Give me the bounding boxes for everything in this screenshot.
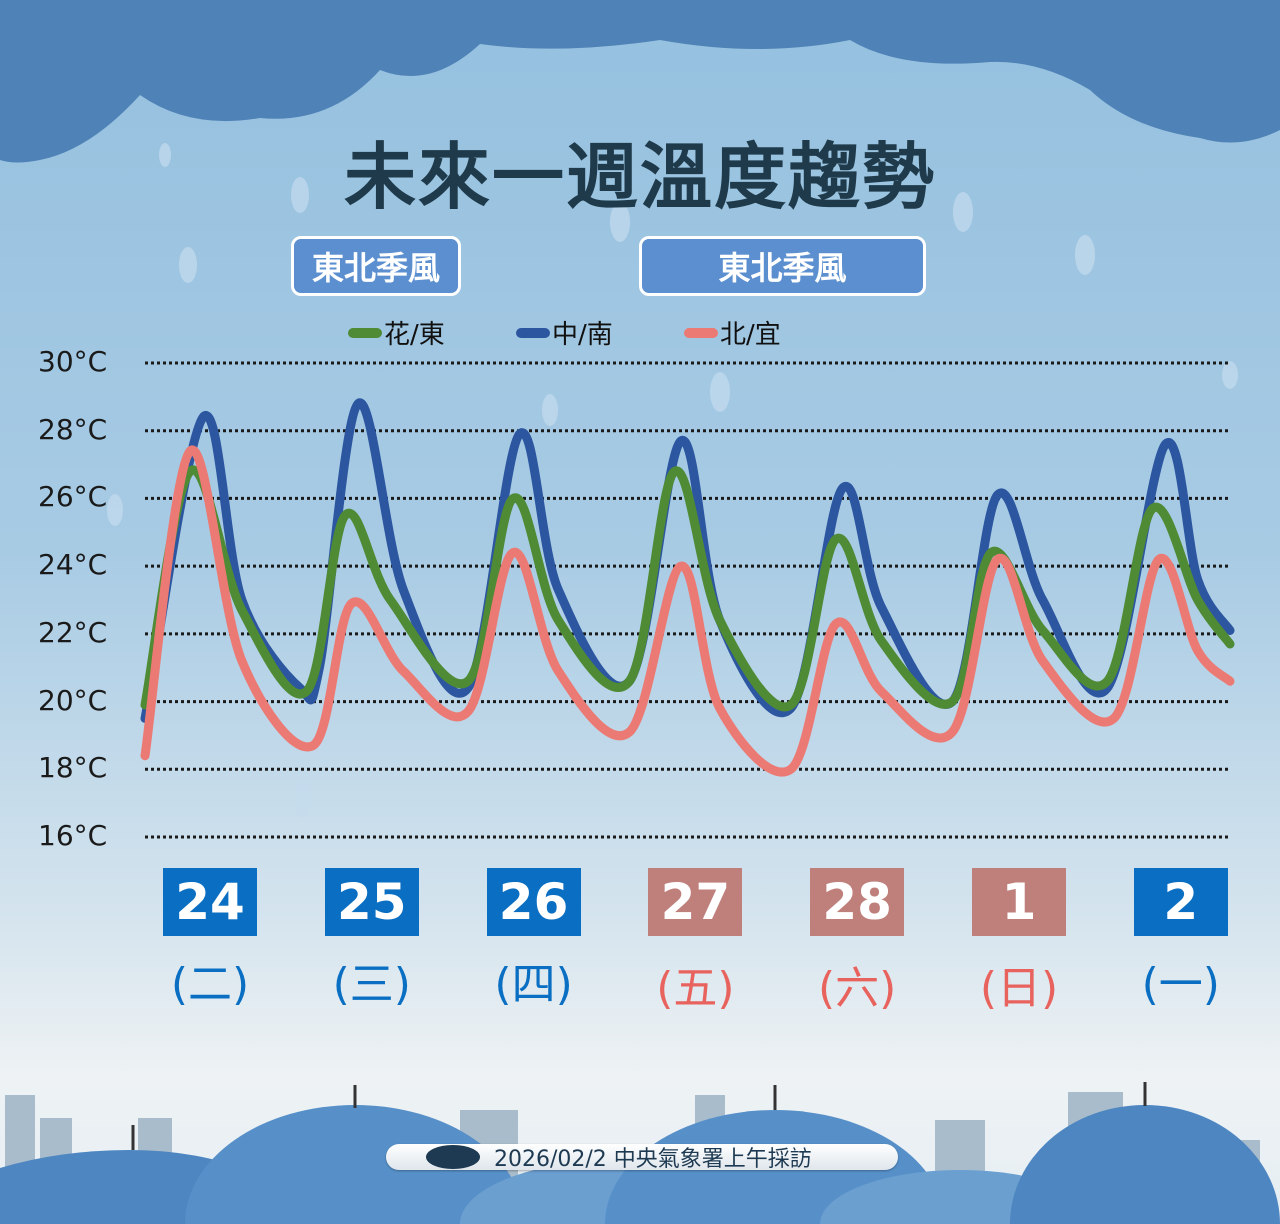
footer-text: 2026/02/2 中央氣象署上午採訪 bbox=[494, 1147, 812, 1172]
date-box: 2 bbox=[1133, 868, 1228, 936]
storm-clouds bbox=[0, 0, 1280, 163]
date-box: 25 bbox=[324, 868, 419, 936]
date-box: 24 bbox=[163, 868, 257, 936]
y-tick-label: 16°C bbox=[38, 819, 108, 852]
raindrops bbox=[107, 143, 1238, 818]
legend-item-blue: 中/南 bbox=[516, 314, 613, 351]
legend-label: 中/南 bbox=[552, 320, 613, 350]
date-box: 26 bbox=[486, 868, 581, 936]
legend-item-green: 花/東 bbox=[348, 314, 445, 351]
date-box: 1 bbox=[972, 868, 1066, 936]
weekday-label: (六) bbox=[818, 963, 897, 1014]
y-tick-label: 30°C bbox=[38, 345, 108, 378]
weekday-label: (二) bbox=[170, 959, 250, 1010]
page-title: 未來一週溫度趨勢 bbox=[343, 135, 936, 219]
y-tick-label: 20°C bbox=[38, 683, 108, 717]
legend-swatch bbox=[348, 327, 382, 338]
weekday-label: (一) bbox=[1141, 959, 1220, 1010]
weekday-label: (五) bbox=[656, 963, 735, 1014]
weekday-label: (三) bbox=[332, 959, 411, 1010]
series-line-blue bbox=[140, 398, 1235, 723]
weekday-label: (日) bbox=[979, 963, 1059, 1014]
phase-label-1: 東北季風 bbox=[291, 236, 461, 296]
legend-label: 花/東 bbox=[384, 320, 445, 350]
phase-label-2: 東北季風 bbox=[639, 236, 926, 296]
y-tick-label: 18°C bbox=[38, 751, 108, 785]
legend-label: 北/宜 bbox=[720, 320, 781, 350]
y-tick-label: 24°C bbox=[38, 548, 108, 582]
weekday-label: (四) bbox=[494, 959, 573, 1010]
temperature-chart bbox=[140, 361, 1235, 839]
legend-item-red: 北/宜 bbox=[684, 314, 781, 351]
y-tick-label: 26°C bbox=[38, 480, 108, 514]
legend-swatch bbox=[516, 327, 550, 338]
footer-banner: 2026/02/2 中央氣象署上午採訪 bbox=[386, 1144, 898, 1172]
series-line-red bbox=[140, 445, 1235, 777]
series-line-green bbox=[140, 465, 1235, 712]
legend-swatch bbox=[684, 327, 718, 338]
umbrellas bbox=[0, 1082, 1280, 1224]
y-tick-label: 22°C bbox=[38, 615, 108, 649]
y-tick-label: 28°C bbox=[38, 412, 108, 446]
cwa-logo-icon bbox=[426, 1145, 480, 1169]
date-box: 27 bbox=[648, 868, 743, 936]
date-box: 28 bbox=[810, 868, 905, 936]
